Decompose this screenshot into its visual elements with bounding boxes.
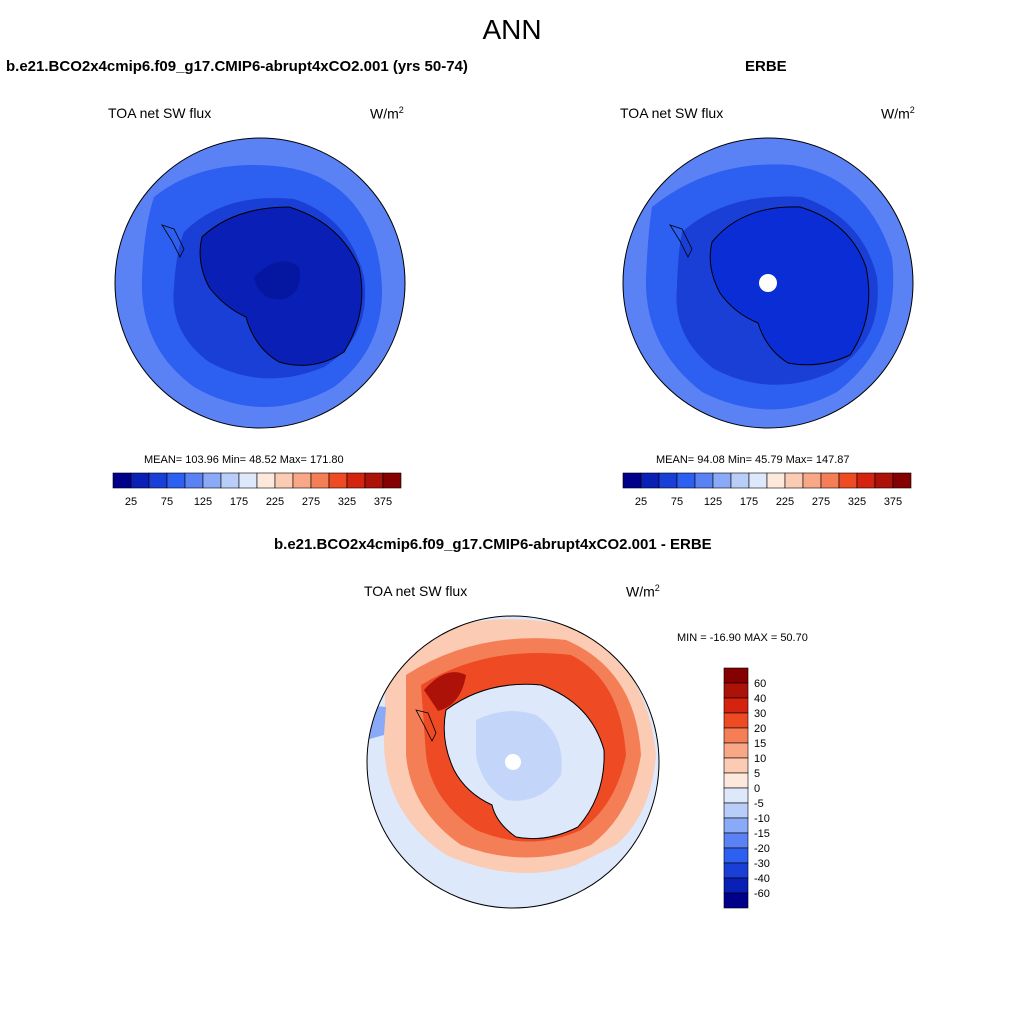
diff-colorbar: 60 40 30 20 15 10 5 0 -5 -10 -15 -20 -30 -40 -60 bbox=[723, 667, 770, 909]
diff-colorbar-label: 0 bbox=[754, 783, 760, 795]
diff-colorbar-swatch bbox=[723, 772, 749, 789]
obs-colorbar-swatch bbox=[658, 472, 678, 489]
diff-colorbar-swatch bbox=[723, 892, 749, 909]
diff-stats: MIN = -16.90 MAX = 50.70 bbox=[677, 632, 808, 644]
obs-colorbar-swatch bbox=[640, 472, 660, 489]
diff-colorbar-label: -60 bbox=[754, 888, 770, 900]
diff-colorbar-label: -15 bbox=[754, 828, 770, 840]
obs-colorbar-swatch bbox=[730, 472, 750, 489]
model-colorbar-swatch bbox=[364, 472, 384, 489]
diff-colorbar-label: 5 bbox=[754, 768, 760, 780]
diff-colorbar-swatch bbox=[723, 877, 749, 894]
diff-colorbar-label: 60 bbox=[754, 678, 766, 690]
obs-colorbar-swatch bbox=[712, 472, 732, 489]
diff-colorbar-label: -30 bbox=[754, 858, 770, 870]
model-colorbar-label: 325 bbox=[338, 496, 356, 508]
diff-polar-map bbox=[366, 615, 660, 909]
model-colorbar-swatch bbox=[382, 472, 402, 489]
diff-colorbar-swatch bbox=[723, 727, 749, 744]
diff-colorbar-label: -10 bbox=[754, 813, 770, 825]
diff-panel-title: b.e21.BCO2x4cmip6.f09_g17.CMIP6-abrupt4x… bbox=[274, 536, 712, 553]
obs-polar-map bbox=[622, 137, 914, 429]
diff-colorbar-swatch bbox=[723, 847, 749, 864]
obs-colorbar-swatch bbox=[802, 472, 822, 489]
model-panel-title: b.e21.BCO2x4cmip6.f09_g17.CMIP6-abrupt4x… bbox=[6, 58, 468, 75]
obs-colorbar-swatch bbox=[856, 472, 876, 489]
model-stats: MEAN= 103.96 Min= 48.52 Max= 171.80 bbox=[144, 454, 344, 466]
diff-colorbar-swatch bbox=[723, 742, 749, 759]
model-units-label: W/m2 bbox=[370, 105, 404, 122]
model-colorbar-swatch bbox=[256, 472, 276, 489]
model-colorbar-swatch bbox=[184, 472, 204, 489]
diff-colorbar-label: -40 bbox=[754, 873, 770, 885]
obs-colorbar-swatch bbox=[622, 472, 642, 489]
model-polar-map bbox=[114, 137, 406, 429]
diff-colorbar-swatch bbox=[723, 667, 749, 684]
model-colorbar-swatch bbox=[346, 472, 366, 489]
model-colorbar-label: 275 bbox=[302, 496, 320, 508]
diff-colorbar-swatch bbox=[723, 712, 749, 729]
obs-colorbar-label: 375 bbox=[884, 496, 902, 508]
obs-colorbar-swatch bbox=[838, 472, 858, 489]
obs-colorbar-label: 125 bbox=[704, 496, 722, 508]
model-colorbar-swatch bbox=[220, 472, 240, 489]
obs-panel-title: ERBE bbox=[745, 58, 787, 75]
model-variable-label: TOA net SW flux bbox=[108, 105, 212, 121]
diff-colorbar-swatch bbox=[723, 832, 749, 849]
model-colorbar-label: 25 bbox=[125, 496, 137, 508]
model-colorbar-label: 225 bbox=[266, 496, 284, 508]
obs-units-label: W/m2 bbox=[881, 105, 915, 122]
model-colorbar-swatch bbox=[166, 472, 186, 489]
diff-colorbar-swatch bbox=[723, 787, 749, 804]
obs-colorbar-label: 175 bbox=[740, 496, 758, 508]
model-colorbar-label: 175 bbox=[230, 496, 248, 508]
model-colorbar: 25 75 125 175 225 275 325 375 bbox=[112, 472, 402, 508]
obs-colorbar-swatch bbox=[676, 472, 696, 489]
obs-variable-label: TOA net SW flux bbox=[620, 105, 724, 121]
obs-colorbar-swatch bbox=[874, 472, 894, 489]
page-title: ANN bbox=[482, 14, 542, 45]
model-colorbar-swatch bbox=[328, 472, 348, 489]
diff-colorbar-label: 15 bbox=[754, 738, 766, 750]
diff-colorbar-swatch bbox=[723, 682, 749, 699]
diff-colorbar-label: 10 bbox=[754, 753, 766, 765]
model-colorbar-label: 75 bbox=[161, 496, 173, 508]
diff-colorbar-swatch bbox=[723, 757, 749, 774]
model-colorbar-swatch bbox=[238, 472, 258, 489]
obs-colorbar-swatch bbox=[748, 472, 768, 489]
obs-stats: MEAN= 94.08 Min= 45.79 Max= 147.87 bbox=[656, 454, 850, 466]
diff-colorbar-label: 20 bbox=[754, 723, 766, 735]
model-colorbar-swatch bbox=[112, 472, 132, 489]
diff-units-label: W/m2 bbox=[626, 583, 660, 600]
model-colorbar-swatch bbox=[310, 472, 330, 489]
obs-colorbar: 25 75 125 175 225 275 325 375 bbox=[622, 472, 912, 508]
model-colorbar-label: 125 bbox=[194, 496, 212, 508]
obs-colorbar-label: 25 bbox=[635, 496, 647, 508]
diff-colorbar-swatch bbox=[723, 862, 749, 879]
diff-colorbar-label: 30 bbox=[754, 708, 766, 720]
obs-colorbar-label: 325 bbox=[848, 496, 866, 508]
obs-colorbar-label: 275 bbox=[812, 496, 830, 508]
obs-colorbar-swatch bbox=[892, 472, 912, 489]
obs-colorbar-swatch bbox=[784, 472, 804, 489]
obs-colorbar-label: 225 bbox=[776, 496, 794, 508]
model-colorbar-label: 375 bbox=[374, 496, 392, 508]
diff-colorbar-label: -20 bbox=[754, 843, 770, 855]
diff-colorbar-label: -5 bbox=[754, 798, 764, 810]
diff-colorbar-swatch bbox=[723, 697, 749, 714]
model-colorbar-swatch bbox=[274, 472, 294, 489]
model-colorbar-swatch bbox=[202, 472, 222, 489]
diff-variable-label: TOA net SW flux bbox=[364, 583, 468, 599]
obs-colorbar-label: 75 bbox=[671, 496, 683, 508]
obs-colorbar-swatch bbox=[694, 472, 714, 489]
obs-colorbar-swatch bbox=[820, 472, 840, 489]
model-colorbar-swatch bbox=[148, 472, 168, 489]
diff-colorbar-swatch bbox=[723, 802, 749, 819]
model-colorbar-swatch bbox=[292, 472, 312, 489]
diff-colorbar-label: 40 bbox=[754, 693, 766, 705]
obs-colorbar-swatch bbox=[766, 472, 786, 489]
diff-colorbar-swatch bbox=[723, 817, 749, 834]
model-colorbar-swatch bbox=[130, 472, 150, 489]
